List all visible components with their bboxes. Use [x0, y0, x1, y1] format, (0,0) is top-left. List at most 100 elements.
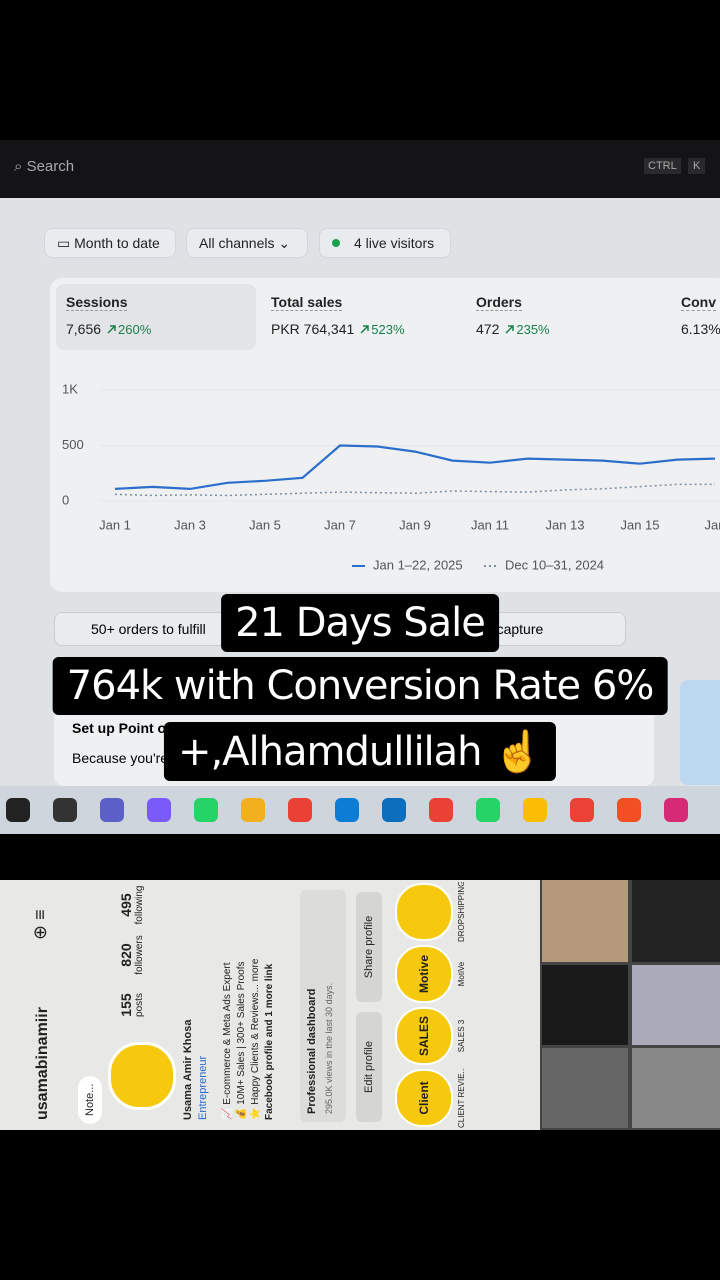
stat-value: 155	[118, 993, 134, 1017]
full-name: Usama Amir Khosa	[182, 1019, 194, 1120]
metric: Total sales PKR 764,341 523%	[271, 294, 405, 337]
stat-label: followers	[134, 935, 145, 975]
arrow	[360, 325, 370, 334]
taskbar-icon	[335, 798, 359, 822]
metric-change: 260%	[118, 322, 152, 337]
taskbar-icon	[288, 798, 312, 822]
bio-line: ⭐ Happy Clients & Reviews... more	[250, 958, 261, 1120]
x-tick-label: Jan 13	[545, 517, 584, 532]
side-card	[680, 680, 720, 785]
selected-metric	[56, 284, 256, 350]
metric-row: 6.13%	[681, 321, 720, 337]
edit-button[interactable]: Edit profile	[356, 1012, 382, 1122]
x-tick-label: Jan 7	[324, 517, 356, 532]
taskbar-icon	[6, 798, 30, 822]
taskbar-icon	[617, 798, 641, 822]
highlight: SALES SALES 3	[395, 1006, 466, 1066]
taskbar-icon	[100, 798, 124, 822]
filter[interactable]: 4 live visitors	[319, 228, 451, 258]
metric-row: 472 235%	[476, 321, 550, 337]
metric-row: PKR 764,341 523%	[271, 321, 405, 337]
stat: 155 posts	[118, 980, 145, 1030]
filter-text: All channels	[199, 235, 275, 251]
overlay-text: 21 Days Sale	[221, 594, 499, 652]
y-tick-label: 0	[62, 492, 69, 507]
stat-label: posts	[134, 993, 145, 1017]
highlight-cover	[395, 883, 453, 941]
avatar[interactable]	[108, 1042, 176, 1110]
x-tick-label: Jan 11	[471, 517, 509, 532]
dash-text: 295.0K views in the last 30 days.	[324, 982, 334, 1114]
dash-title: Professional dashboard	[306, 988, 318, 1114]
setup-title: Set up Point of	[72, 720, 171, 736]
post-grid	[540, 880, 720, 1130]
bio-line: Facebook profile and 1 more link	[264, 963, 275, 1120]
note[interactable]: Note...	[78, 1075, 102, 1124]
highlight-cover: SALES	[395, 1007, 453, 1065]
taskbar-icon	[382, 798, 406, 822]
bio-line: 💰 10M+ Sales | 300+ Sales Proofs	[236, 961, 247, 1120]
trend-icon	[505, 325, 515, 334]
legend-label: Jan 1–22, 2025	[373, 557, 463, 572]
setup-text: Because you're in	[72, 750, 183, 766]
kbd: K	[688, 158, 706, 174]
taskbar	[0, 786, 720, 834]
line-series	[114, 444, 716, 491]
highlight-label: CLIENT REVIE...	[457, 1068, 466, 1128]
highlight-label: DROPSHIPPING	[457, 882, 466, 942]
taskbar-icon	[194, 798, 218, 822]
metric-label: Orders	[476, 294, 522, 311]
highlight-label: SALES 3	[457, 1019, 466, 1053]
metric-value: 472	[476, 321, 500, 337]
overlay-text: 764k with Conversion Rate 6%	[52, 657, 668, 715]
metric-row: 7,656 260%	[66, 321, 151, 337]
stat-label: following	[134, 885, 145, 925]
line-series	[114, 483, 715, 497]
arrow	[107, 325, 116, 334]
x-tick-label: Jan 15	[620, 517, 659, 532]
taskbar-icon	[664, 798, 688, 822]
share-button[interactable]: Share profile	[356, 892, 382, 1002]
legend-label: Dec 10–31, 2024	[505, 557, 604, 572]
filter[interactable]: ▭ Month to date	[44, 228, 176, 258]
kbd: CTRL	[644, 158, 681, 174]
metric-label: Sessions	[66, 294, 128, 311]
filter[interactable]: All channels ⌄	[186, 228, 308, 258]
taskbar-icon	[523, 798, 547, 822]
x-tick-label: Jan 9	[399, 517, 431, 532]
stat: 495 following	[118, 880, 145, 930]
overlay-text: +,Alhamdullilah ☝️	[163, 722, 557, 781]
x-tick-label: Jan	[705, 517, 720, 532]
metric: Conv 6.13%	[681, 294, 720, 337]
taskbar-icon	[570, 798, 594, 822]
metric-change: 235%	[516, 322, 550, 337]
x-tick-label: Jan 1	[99, 517, 131, 532]
y-tick-label: 1K	[62, 381, 78, 396]
x-tick-label: Jan 3	[174, 517, 206, 532]
metric-value: 7,656	[66, 321, 102, 337]
chart: 0 500 1K Jan 1 Jan 3 Jan 5 Jan 7 Jan 9 Jan 11 Jan…	[62, 381, 720, 572]
metric: Orders 472 235%	[476, 294, 550, 337]
task-text: 50+ orders to fulfill	[91, 621, 206, 637]
highlight: Client CLIENT REVIE...	[395, 1068, 466, 1128]
username: usamabinamiir	[34, 1007, 51, 1120]
metric-value: 6.13%	[681, 321, 720, 337]
pro-dashboard[interactable]: Professional dashboard 295.0K views in t…	[300, 890, 346, 1122]
highlight-cover: Client	[395, 1069, 453, 1127]
bio-line: 📈 E-commerce & Meta Ads Expert	[222, 962, 233, 1121]
filter-text: Month to date	[74, 235, 160, 251]
trend-icon	[360, 325, 370, 334]
x-tick-label: Jan 5	[249, 517, 281, 532]
taskbar-icon	[147, 798, 171, 822]
metric-change: 523%	[371, 322, 405, 337]
stat-value: 820	[118, 943, 134, 967]
search-text: Search	[26, 158, 75, 175]
phone-profile: usamabinamiir ⊕ ≡ Note... 155 posts 820 fol…	[0, 880, 720, 1130]
metric-value: PKR 764,341	[271, 321, 355, 337]
top-bar: ⌕ Search CTRL K	[0, 140, 720, 198]
search[interactable]: ⌕ Search	[14, 158, 75, 175]
filter-text: 4 live visitors	[354, 235, 435, 251]
taskbar-icon	[476, 798, 500, 822]
taskbar-icon	[241, 798, 265, 822]
